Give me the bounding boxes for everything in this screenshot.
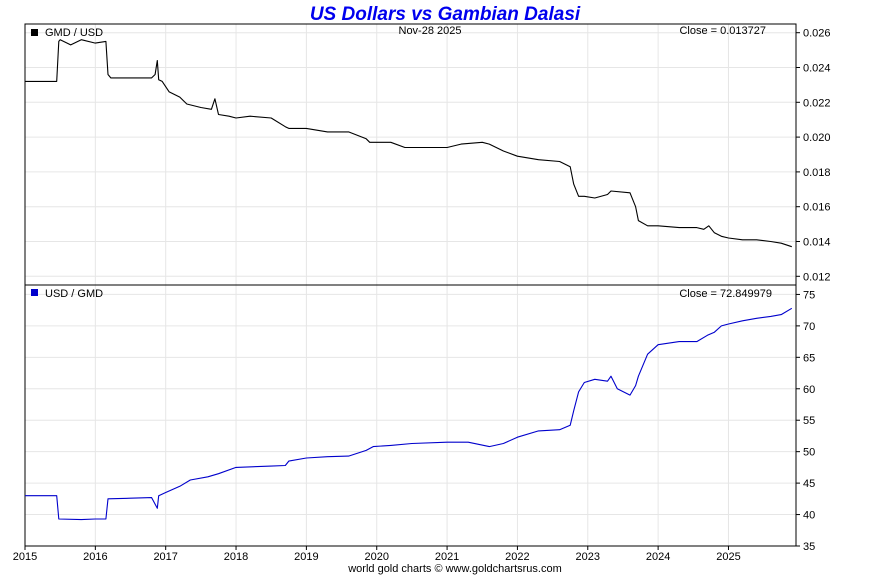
bottom-legend-swatch	[31, 289, 38, 296]
top-ytick-label: 0.022	[803, 97, 831, 109]
top-ytick-label: 0.024	[803, 63, 831, 75]
top-panel: GMD / USD Nov-28 2025 Close = 0.013727 0…	[24, 23, 831, 286]
x-tick-label: 2015	[13, 551, 37, 563]
top-legend-swatch	[31, 29, 38, 36]
bottom-close-label: Close = 72.849979	[679, 288, 772, 300]
top-ytick-label: 0.026	[803, 28, 831, 40]
top-gridlines	[24, 24, 796, 285]
bottom-ytick-label: 40	[803, 510, 815, 522]
bottom-ytick-label: 50	[803, 447, 815, 459]
top-ytick-label: 0.018	[803, 167, 831, 179]
top-ytick-label: 0.012	[803, 271, 831, 283]
bottom-ytick-label: 60	[803, 384, 815, 396]
x-tick-label: 2020	[364, 551, 388, 563]
bottom-panel: USD / GMD Close = 72.849979 75 70 65 60 55 50…	[24, 284, 815, 553]
bottom-y-axis: 75 70 65 60 55 50 45 40 35	[796, 289, 815, 553]
chart-title: US Dollars vs Gambian Dalasi	[310, 4, 581, 25]
top-panel-frame	[24, 23, 797, 286]
top-legend-label: GMD / USD	[45, 27, 103, 39]
x-tick-label: 2023	[576, 551, 600, 563]
x-tick-label: 2025	[716, 551, 740, 563]
footer-credit: world gold charts © www.goldchartsrus.co…	[347, 563, 562, 575]
bottom-ytick-label: 70	[803, 321, 815, 333]
top-ytick-label: 0.020	[803, 132, 831, 144]
x-tick-label: 2016	[83, 551, 107, 563]
top-close-label: Close = 0.013727	[679, 25, 766, 37]
bottom-ytick-label: 55	[803, 415, 815, 427]
gmd-usd-series-line	[25, 39, 792, 248]
x-tick-label: 2021	[435, 551, 459, 563]
bottom-ytick-label: 35	[803, 541, 815, 553]
bottom-ytick-label: 65	[803, 352, 815, 364]
bottom-ytick-label: 45	[803, 478, 815, 490]
x-tick-label: 2018	[224, 551, 248, 563]
bottom-panel-frame	[24, 284, 797, 547]
x-tick-label: 2024	[646, 551, 670, 563]
x-tick-label: 2019	[294, 551, 318, 563]
top-ytick-label: 0.014	[803, 237, 831, 249]
bottom-gridlines	[24, 285, 796, 547]
x-axis: 2015 2016 2017 2018 2019 2020 2021 2022 2023 2024…	[13, 546, 741, 563]
x-tick-label: 2022	[505, 551, 529, 563]
bottom-ytick-label: 75	[803, 289, 815, 301]
bottom-legend-label: USD / GMD	[45, 288, 103, 300]
x-tick-label: 2017	[153, 551, 177, 563]
usd-gmd-series-line	[25, 307, 793, 521]
date-label: Nov-28 2025	[399, 25, 462, 37]
top-ytick-label: 0.016	[803, 202, 831, 214]
top-y-axis: 0.026 0.024 0.022 0.020 0.018 0.016 0.014 0.012	[796, 28, 831, 283]
